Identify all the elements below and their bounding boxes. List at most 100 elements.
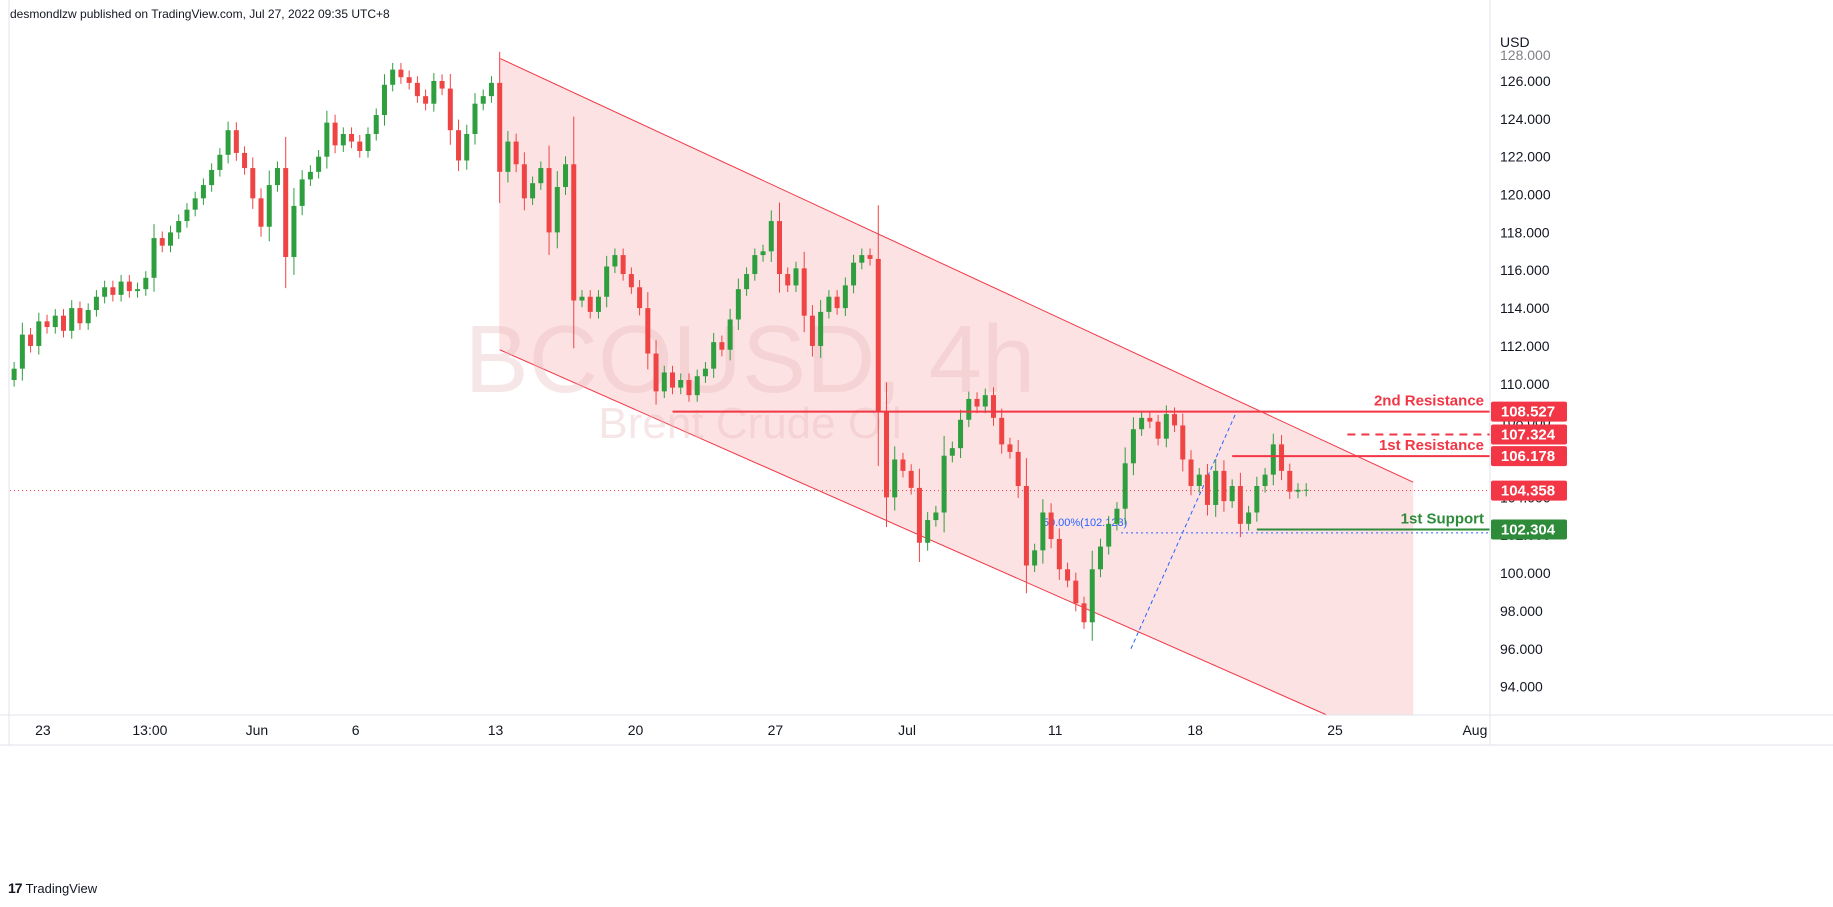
candle-body <box>497 82 503 172</box>
candle-body <box>1023 486 1029 566</box>
candle <box>842 277 848 317</box>
candle-body <box>620 255 626 275</box>
candle <box>587 290 593 319</box>
level-label: 1st Support <box>1401 510 1484 527</box>
price-badge-bg <box>1491 401 1567 422</box>
candle-body <box>1172 414 1178 426</box>
candle <box>694 369 700 402</box>
candle-body <box>1196 474 1202 486</box>
candle-body <box>135 289 141 292</box>
candle <box>447 73 453 145</box>
candle <box>620 248 626 281</box>
candle <box>250 157 256 209</box>
candle-body <box>242 152 248 169</box>
candle-body <box>192 198 198 210</box>
candle <box>801 251 807 333</box>
candle <box>233 122 239 161</box>
candle-body <box>1097 546 1103 570</box>
time-axis[interactable]: 23 13:00 Jun 6 13 20 27 Jul 11 18 25 Aug <box>35 722 1487 738</box>
y-tick-label: 114.000 <box>1500 300 1550 316</box>
candle <box>925 512 931 551</box>
y-tick-label: 124.000 <box>1500 111 1551 127</box>
candle-body <box>324 122 330 157</box>
candle-body <box>332 122 338 146</box>
candle <box>752 248 758 281</box>
candle <box>538 161 544 190</box>
candle <box>258 188 264 237</box>
x-tick-label: 6 <box>352 722 360 738</box>
channel-lower-line <box>499 349 1328 716</box>
candle <box>497 51 503 203</box>
candle-body <box>587 296 593 312</box>
candle-body <box>768 221 774 252</box>
candle <box>826 290 832 319</box>
candle-body <box>752 255 758 275</box>
candle <box>1254 476 1260 522</box>
candle <box>209 163 215 192</box>
candle-body <box>925 520 931 543</box>
candle-body <box>414 82 420 97</box>
candle <box>1139 411 1145 436</box>
support-resistance-levels[interactable]: 2nd Resistance 1st Resistance 1st Support <box>672 393 1490 531</box>
candle <box>1213 458 1219 517</box>
candle-body <box>744 274 750 290</box>
candle <box>1229 479 1235 508</box>
candle-body <box>225 130 231 155</box>
candle <box>200 178 206 205</box>
candle <box>349 127 355 149</box>
candle-body <box>349 133 355 142</box>
candle-body <box>546 168 552 233</box>
candle <box>521 152 527 211</box>
candle <box>571 116 577 349</box>
candle <box>225 121 231 164</box>
candle-body <box>1163 414 1169 439</box>
candle-body <box>883 412 889 498</box>
y-tick-label: 126.000 <box>1500 73 1551 89</box>
candle-body <box>990 395 996 418</box>
candle <box>809 305 815 357</box>
candle-body <box>1114 508 1120 524</box>
candle-body <box>439 80 445 89</box>
candle-body <box>1147 417 1153 422</box>
candle-body <box>151 238 157 278</box>
candle <box>579 290 585 308</box>
candle-body <box>1279 444 1285 471</box>
candle-body <box>966 398 972 420</box>
candle-body <box>1122 463 1128 509</box>
candle-body <box>1081 603 1087 623</box>
candle <box>834 290 840 315</box>
candle-body <box>266 185 272 227</box>
candle-body <box>686 380 692 396</box>
candle-body <box>299 179 305 206</box>
candle <box>867 248 873 266</box>
candle-body <box>1130 429 1136 464</box>
candle <box>637 279 643 316</box>
candle <box>505 130 511 183</box>
currency-label: USD <box>1500 34 1530 50</box>
candle-body <box>859 255 865 263</box>
candle <box>653 340 659 405</box>
candle <box>44 314 50 334</box>
candle-body <box>719 342 725 350</box>
candle-body <box>933 512 939 521</box>
candle-body <box>818 311 824 346</box>
candle-body <box>1254 486 1260 513</box>
candle <box>151 224 157 292</box>
candle <box>1188 450 1194 496</box>
candle-body <box>521 164 527 199</box>
candle <box>1114 502 1120 531</box>
candle <box>143 271 149 296</box>
candle-body <box>1007 444 1013 452</box>
candle-body <box>1287 470 1293 492</box>
tradingview-branding[interactable]: 17 TradingView <box>8 880 97 896</box>
last-price-badge: 104.358 <box>1501 483 1555 500</box>
candle <box>176 214 182 240</box>
candle <box>1073 572 1079 612</box>
candle <box>1155 415 1161 446</box>
candle-body <box>1303 489 1309 491</box>
candle-body <box>472 103 478 134</box>
candle <box>883 382 889 528</box>
candle <box>1007 437 1013 459</box>
